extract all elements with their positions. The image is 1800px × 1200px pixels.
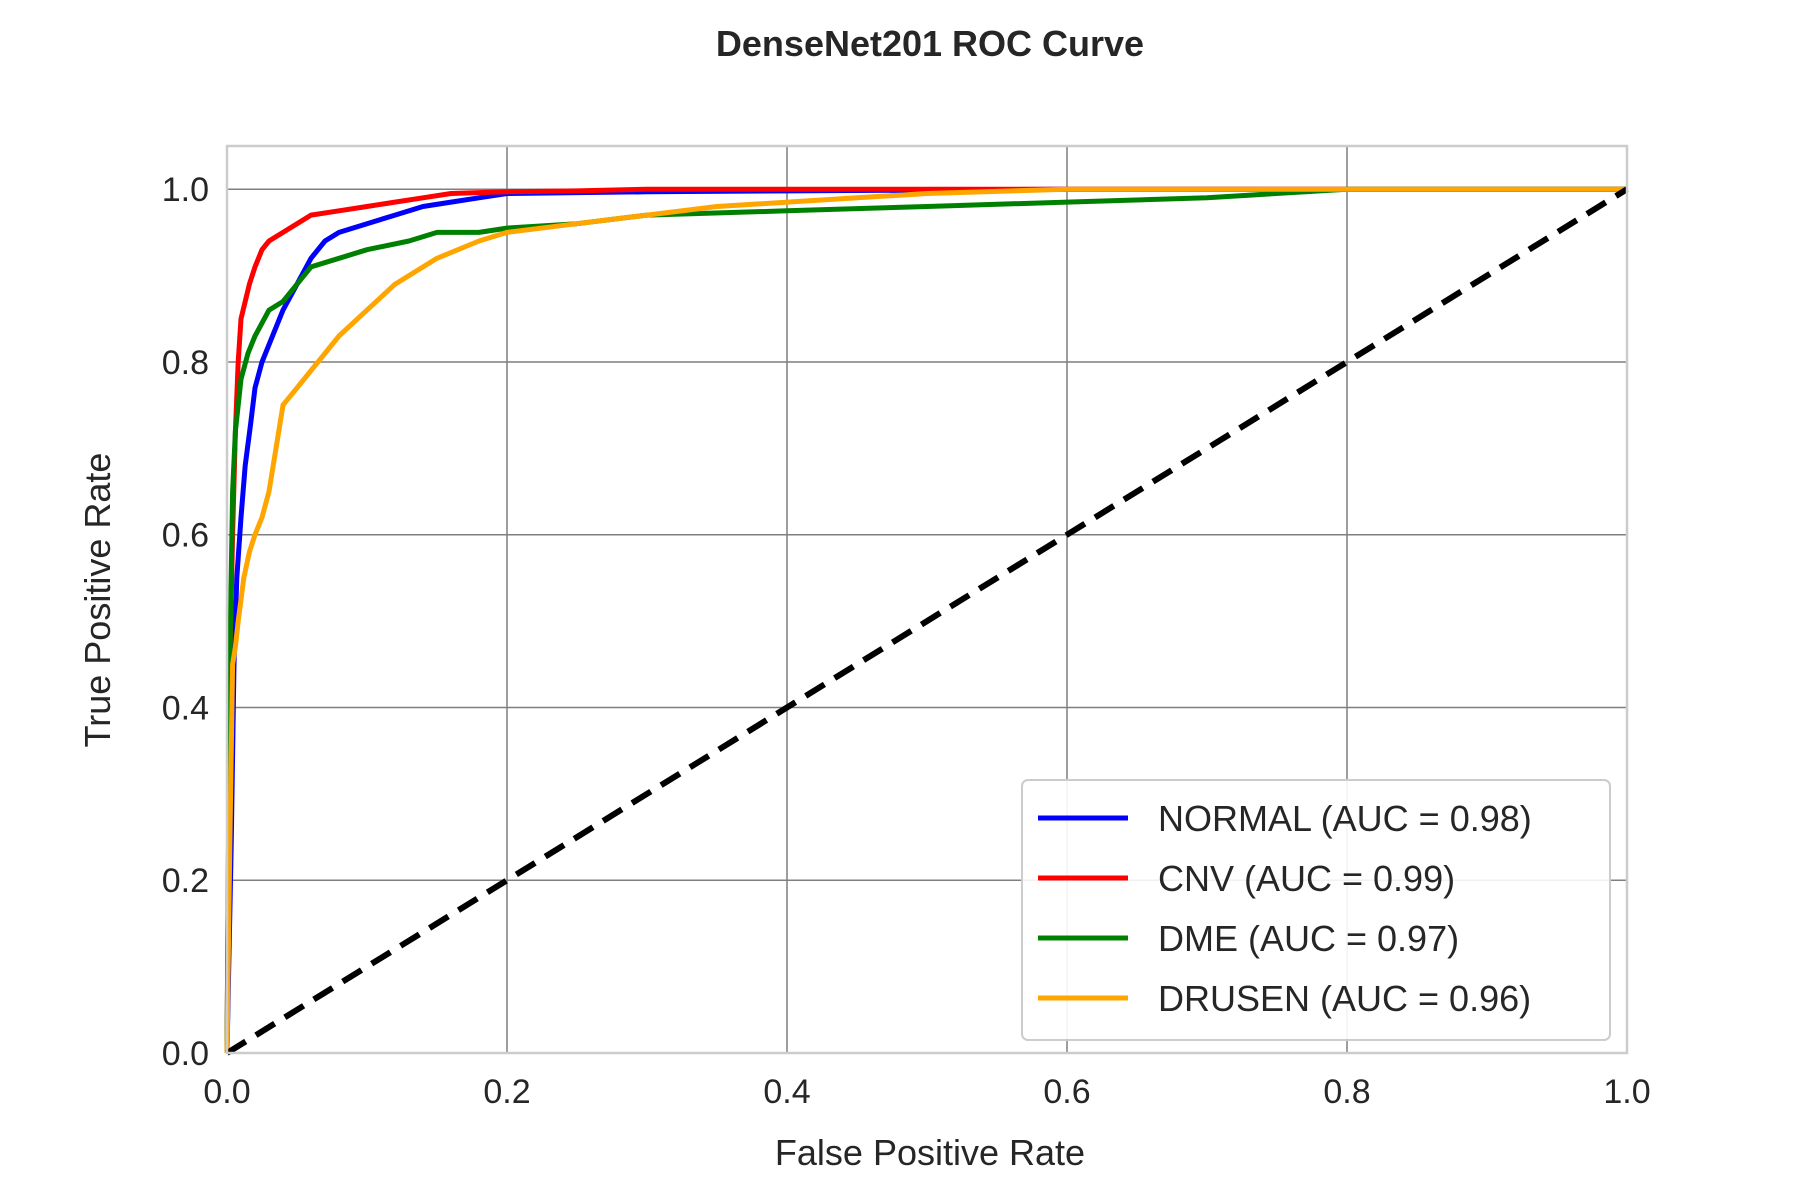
- series-layer: [224, 186, 1629, 1056]
- x-tick-label: 0.0: [203, 1073, 250, 1111]
- legend: NORMAL (AUC = 0.98) CNV (AUC = 0.99) DME (…: [1021, 779, 1611, 1041]
- x-tick-label: 0.4: [763, 1073, 810, 1111]
- y-tick-label: 0.0: [162, 1035, 209, 1073]
- legend-entry: CNV (AUC = 0.99): [1158, 858, 1455, 899]
- y-tick-label: 0.2: [162, 862, 209, 900]
- legend-entry: NORMAL (AUC = 0.98): [1158, 798, 1532, 839]
- chance-diagonal-line: [225, 186, 1629, 1056]
- y-tick-label: 0.8: [162, 344, 209, 382]
- legend-entry: DRUSEN (AUC = 0.96): [1158, 978, 1531, 1019]
- legend-box: [1021, 779, 1611, 1041]
- x-tick-label: 1.0: [1603, 1073, 1650, 1111]
- y-tick-label: 0.4: [162, 689, 209, 727]
- x-axis-label: False Positive Rate: [775, 1132, 1085, 1173]
- plot-frame: [225, 144, 1629, 1055]
- series-line: [224, 186, 1627, 1054]
- x-tick-label: 0.2: [483, 1073, 530, 1111]
- y-tick-label: 0.6: [162, 517, 209, 555]
- series-line: [224, 186, 1627, 1054]
- y-tick-label: 1.0: [162, 171, 209, 209]
- chart-title: DenseNet201 ROC Curve: [716, 23, 1144, 64]
- series-line: [224, 186, 1627, 1054]
- legend-entry: DME (AUC = 0.97): [1158, 918, 1459, 959]
- x-tick-label: 0.8: [1323, 1073, 1370, 1111]
- y-tick-labels: 0.0 0.2 0.4 0.6 0.8 1.0: [162, 171, 209, 1073]
- x-tick-labels: 0.0 0.2 0.4 0.6 0.8 1.0: [203, 1073, 1650, 1111]
- y-axis-label: True Positive Rate: [77, 453, 118, 748]
- x-tick-label: 0.6: [1043, 1073, 1090, 1111]
